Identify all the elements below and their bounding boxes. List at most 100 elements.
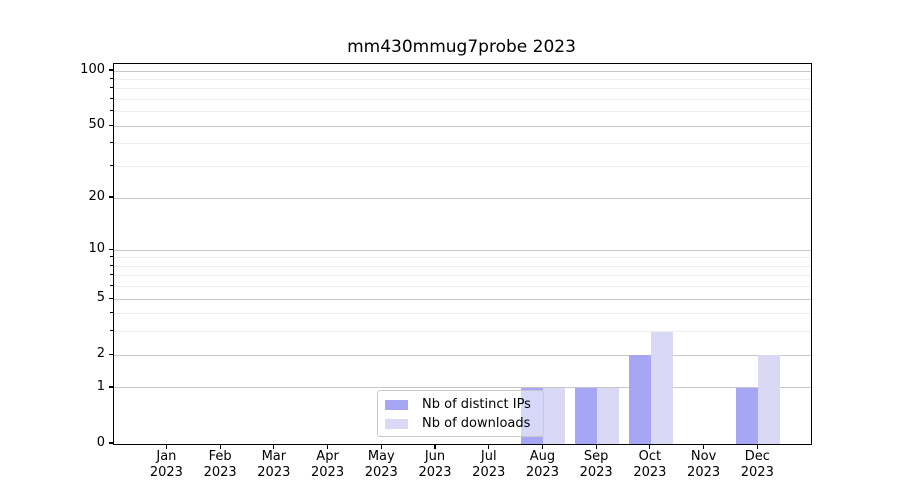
x-tick-mark-feb [219,444,221,449]
x-tick-year-jun: 2023 [418,465,452,480]
x-tick-mark-may [380,444,382,449]
x-tick-label-jul: Jul 2023 [449,449,529,481]
x-tick-year-aug: 2023 [525,465,559,480]
y-minor-tick-mark-40 [110,142,113,144]
x-tick-mark-jan [165,444,167,449]
legend-row-downloads: Nb of downloads [385,416,537,431]
y-tick-mark-10 [108,248,113,250]
x-tick-mark-dec [756,444,758,449]
gridline-minor-7 [114,275,811,277]
x-tick-mark-jun [434,444,436,449]
legend: Nb of distinct IPs Nb of downloads [377,390,544,437]
x-tick-year-may: 2023 [364,465,398,480]
x-tick-year-sep: 2023 [579,465,613,480]
x-tick-mark-mar [273,444,275,449]
x-tick-label-dec: Dec 2023 [717,449,797,481]
x-tick-month-jan: Jan [156,449,177,464]
y-minor-tick-mark-9 [110,256,113,258]
bar-downloads-sep [597,387,620,444]
chart-title: mm430mmug7probe 2023 [347,37,576,57]
y-tick-mark-0 [108,442,113,444]
x-tick-mark-nov [703,444,705,449]
gridline-major-2 [114,354,811,356]
x-tick-label-feb: Feb 2023 [180,449,260,481]
x-tick-month-nov: Nov [690,449,717,464]
x-tick-mark-aug [541,444,544,449]
y-minor-tick-mark-90 [110,78,113,80]
y-tick-mark-20 [108,196,113,198]
gridline-minor-4 [114,313,811,315]
gridline-minor-90 [114,79,811,81]
gridline-minor-3 [114,331,811,333]
x-tick-month-oct: Oct [638,449,662,464]
y-minor-tick-mark-8 [110,264,113,266]
y-tick-label-2: 2 [96,346,105,362]
y-tick-mark-50 [108,124,113,126]
x-tick-label-oct: Oct 2023 [610,449,690,481]
bar-distinct-ips-sep [575,387,598,444]
x-tick-year-feb: 2023 [203,465,237,480]
y-tick-label-100: 100 [80,62,105,78]
y-minor-tick-mark-6 [110,285,113,287]
x-tick-month-jun: Jun [424,449,446,464]
x-tick-year-mar: 2023 [257,465,291,480]
legend-swatch-downloads [385,418,408,429]
gridline-major-20 [114,197,811,199]
y-tick-label-1: 1 [96,378,105,394]
plot-area [113,63,812,445]
x-tick-mark-apr [326,444,329,449]
y-minor-tick-mark-30 [110,165,113,167]
bar-downloads-aug [543,387,566,444]
x-tick-mark-sep [595,444,597,449]
x-tick-label-jun: Jun 2023 [395,449,475,481]
gridline-minor-70 [114,99,811,101]
gridline-minor-60 [114,111,811,113]
x-tick-label-may: May 2023 [341,449,421,481]
y-tick-label-50: 50 [88,117,105,133]
bar-distinct-ips-oct [628,355,651,444]
legend-row-distinct-ips: Nb of distinct IPs [385,397,537,412]
x-tick-label-aug: Aug 2023 [502,449,582,481]
x-tick-label-apr: Apr 2023 [288,449,368,481]
x-tick-month-may: May [367,449,395,464]
gridline-major-1 [114,387,811,389]
bar-downloads-oct [650,331,673,444]
gridline-major-100 [114,70,811,72]
legend-swatch-distinct-ips [385,399,408,410]
bar-downloads-dec [758,355,781,444]
x-tick-mark-jul [488,444,490,449]
y-tick-label-10: 10 [88,241,105,257]
gridline-minor-9 [114,257,811,259]
bar-distinct-ips-dec [736,387,759,444]
gridline-minor-80 [114,88,811,90]
x-tick-year-jan: 2023 [149,465,183,480]
x-tick-mark-oct [649,444,651,449]
y-tick-label-0: 0 [96,435,105,450]
gridline-minor-30 [114,166,811,168]
y-tick-mark-100 [108,69,113,71]
gridline-major-5 [114,298,811,300]
x-tick-month-mar: Mar [261,449,287,464]
x-tick-month-sep: Sep [583,449,609,464]
y-minor-tick-mark-7 [110,274,113,276]
y-minor-tick-mark-80 [110,87,113,89]
x-tick-month-jul: Jul [480,449,497,464]
gridline-major-10 [114,249,811,251]
y-tick-mark-2 [108,353,113,355]
x-tick-month-apr: Apr [316,449,339,464]
x-tick-year-dec: 2023 [740,465,774,480]
y-minor-tick-mark-4 [110,312,113,314]
y-minor-tick-mark-70 [110,98,113,100]
y-tick-label-20: 20 [88,189,105,204]
legend-label-downloads: Nb of downloads [422,416,531,431]
x-tick-year-apr: 2023 [311,465,345,480]
y-tick-label-5: 5 [96,290,105,306]
y-tick-mark-1 [108,386,113,388]
x-tick-label-sep: Sep 2023 [556,449,636,481]
x-tick-year-jul: 2023 [472,465,506,480]
x-tick-label-jan: Jan 2023 [126,449,206,481]
legend-label-distinct-ips: Nb of distinct IPs [422,397,531,412]
x-tick-month-feb: Feb [208,449,232,464]
gridline-minor-8 [114,265,811,267]
